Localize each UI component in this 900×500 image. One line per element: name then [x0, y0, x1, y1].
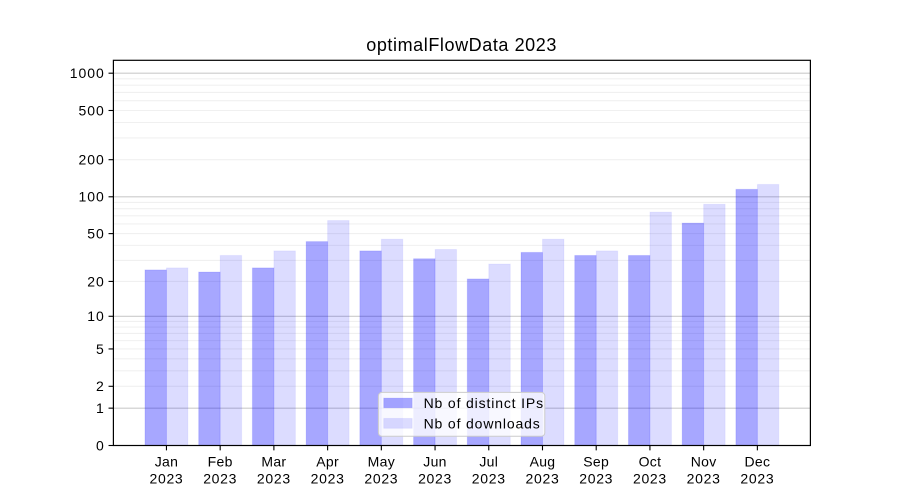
svg-text:2023: 2023	[687, 471, 721, 487]
svg-text:Oct: Oct	[639, 454, 662, 470]
svg-text:Aug: Aug	[530, 454, 556, 470]
svg-text:100: 100	[78, 189, 104, 205]
svg-text:Feb: Feb	[208, 454, 233, 470]
svg-text:Nb of downloads: Nb of downloads	[424, 415, 541, 431]
svg-text:5: 5	[96, 341, 105, 357]
svg-text:20: 20	[87, 273, 104, 289]
svg-text:Nb of distinct IPs: Nb of distinct IPs	[424, 395, 544, 411]
svg-text:2023: 2023	[203, 471, 237, 487]
svg-text:2023: 2023	[418, 471, 452, 487]
svg-text:0: 0	[96, 437, 105, 453]
svg-text:2023: 2023	[311, 471, 345, 487]
svg-text:2023: 2023	[149, 471, 183, 487]
svg-text:Jun: Jun	[423, 454, 446, 470]
svg-text:Sep: Sep	[583, 454, 609, 470]
svg-text:Jan: Jan	[155, 454, 178, 470]
svg-text:50: 50	[87, 226, 104, 242]
svg-text:2023: 2023	[740, 471, 774, 487]
svg-text:2023: 2023	[472, 471, 506, 487]
svg-text:10: 10	[87, 308, 104, 324]
svg-text:Apr: Apr	[316, 454, 339, 470]
svg-text:May: May	[368, 454, 395, 470]
svg-text:Nov: Nov	[691, 454, 717, 470]
svg-text:200: 200	[78, 152, 104, 168]
svg-text:2023: 2023	[633, 471, 667, 487]
svg-text:Mar: Mar	[261, 454, 286, 470]
svg-text:2023: 2023	[257, 471, 291, 487]
svg-text:Dec: Dec	[744, 454, 770, 470]
svg-text:2023: 2023	[526, 471, 560, 487]
svg-text:1000: 1000	[70, 65, 105, 81]
svg-text:Jul: Jul	[479, 454, 498, 470]
svg-text:2023: 2023	[364, 471, 398, 487]
svg-text:1: 1	[96, 400, 105, 416]
svg-text:optimalFlowData 2023: optimalFlowData 2023	[366, 35, 557, 55]
svg-text:2023: 2023	[579, 471, 613, 487]
svg-text:500: 500	[78, 102, 104, 118]
svg-text:2: 2	[96, 378, 105, 394]
